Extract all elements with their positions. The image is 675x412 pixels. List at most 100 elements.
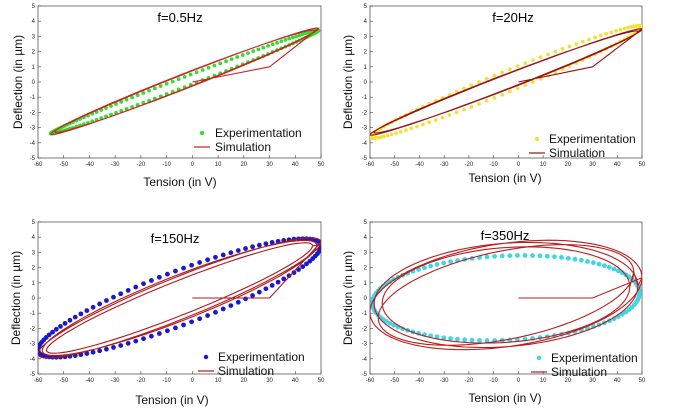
y-tick-label: -3	[30, 126, 36, 132]
experimentation-point	[205, 257, 211, 263]
experimentation-point	[441, 335, 447, 341]
y-tick-label: 0	[364, 80, 368, 86]
x-tick-label: 30	[266, 162, 273, 168]
experimentation-point	[173, 325, 178, 331]
x-tick-label: 40	[292, 378, 299, 384]
experimentation-point	[287, 36, 292, 41]
experimentation-point	[559, 255, 564, 260]
experimentation-point	[119, 99, 124, 104]
experimentation-point	[376, 135, 380, 140]
experimentation-point	[544, 253, 550, 259]
legend-label-simulation: Simulation	[218, 364, 274, 378]
experimentation-point	[125, 340, 131, 346]
experimentation-point	[111, 294, 116, 300]
x-axis-label: Tension (in V)	[143, 175, 216, 189]
experimentation-point	[507, 89, 512, 94]
experimentation-point	[114, 102, 118, 106]
experimentation-point	[611, 266, 617, 272]
x-tick-label: -40	[85, 162, 94, 168]
y-tick-label: -1	[30, 95, 36, 101]
experimentation-point	[189, 319, 195, 325]
x-axis-label: Tension (in V)	[468, 391, 541, 405]
x-tick-label: -40	[415, 378, 424, 384]
experimentation-point	[294, 34, 299, 39]
experimentation-point	[428, 263, 434, 269]
legend-marker-experimentation	[534, 136, 540, 142]
experimentation-point	[455, 336, 460, 342]
experimentation-point	[104, 298, 109, 303]
y-tick-label: 5	[364, 4, 368, 10]
y-tick-label: 3	[364, 34, 368, 40]
experimentation-point	[263, 241, 269, 247]
x-tick-label: -20	[137, 378, 146, 384]
experimentation-point	[500, 92, 505, 97]
experimentation-point	[256, 242, 262, 248]
simulation-line	[370, 28, 642, 136]
y-axis-label: Deflection (in µm)	[11, 35, 25, 129]
x-tick-label: -60	[366, 162, 375, 168]
y-tick-label: 5	[32, 4, 36, 10]
plot-area	[37, 221, 322, 375]
x-tick-label: 0	[191, 162, 195, 168]
experimentation-point	[164, 81, 169, 86]
legend-label-simulation: Simulation	[549, 146, 605, 160]
plot-area	[37, 5, 322, 159]
experimentation-point	[266, 44, 270, 48]
legend: Experimentation Simulation	[531, 351, 638, 379]
plot-area	[369, 5, 643, 159]
experimentation-point	[387, 320, 393, 326]
experimentation-point	[565, 255, 571, 261]
x-tick-label: -30	[440, 378, 449, 384]
experimentation-point	[53, 326, 59, 332]
experimentation-point	[251, 49, 256, 54]
experimentation-point	[572, 256, 578, 262]
experimentation-point	[269, 240, 275, 245]
legend-marker-experimentation	[199, 130, 205, 136]
x-tick-label: 30	[266, 378, 273, 384]
experimentation-point	[240, 53, 245, 57]
experimentation-point	[560, 47, 565, 51]
experimentation-point	[133, 284, 139, 290]
y-tick-label: 3	[32, 250, 36, 256]
experimentation-point	[156, 274, 162, 280]
experimentation-point	[409, 126, 414, 131]
experimentation-point	[228, 250, 234, 256]
experimentation-point	[90, 349, 96, 355]
y-tick-label: -5	[362, 372, 368, 378]
x-tick-label: -60	[34, 162, 43, 168]
y-tick-label: -2	[30, 110, 36, 116]
y-axis-label: Deflection (in µm)	[9, 251, 23, 345]
legend-label-simulation: Simulation	[551, 365, 607, 379]
y-tick-label: -3	[30, 342, 36, 348]
experimentation-point	[118, 291, 124, 297]
experimentation-point	[90, 304, 96, 310]
x-tick-label: -30	[440, 162, 449, 168]
y-axis-label: Deflection (in µm)	[341, 251, 355, 345]
experimentation-point	[243, 246, 248, 251]
experimentation-point	[228, 303, 234, 309]
y-tick-label: -4	[30, 357, 36, 363]
experimentation-point	[614, 28, 618, 33]
x-tick-label: 40	[292, 162, 299, 168]
experimentation-point	[448, 336, 453, 341]
experimentation-point	[182, 74, 187, 79]
experimentation-point	[515, 64, 520, 69]
legend: Experimentation Simulation	[529, 132, 636, 160]
x-tick-label: -30	[111, 378, 120, 384]
x-axis-label: Tension (in V)	[468, 171, 541, 185]
experimentation-point	[601, 263, 607, 269]
y-tick-label: -1	[362, 311, 368, 317]
experimentation-point	[427, 120, 432, 125]
experimentation-point	[213, 309, 218, 315]
x-tick-label: 20	[240, 378, 247, 384]
experimentation-point	[462, 86, 466, 91]
experimentation-point	[279, 39, 284, 44]
experimentation-point	[189, 262, 195, 268]
experimentation-point	[382, 134, 386, 139]
experimentation-point	[591, 260, 596, 266]
plot-marks	[38, 236, 321, 360]
experimentation-point	[135, 93, 140, 98]
y-tick-label: 1	[364, 65, 368, 71]
simulation-line	[370, 239, 642, 351]
experimentation-point	[433, 118, 438, 122]
